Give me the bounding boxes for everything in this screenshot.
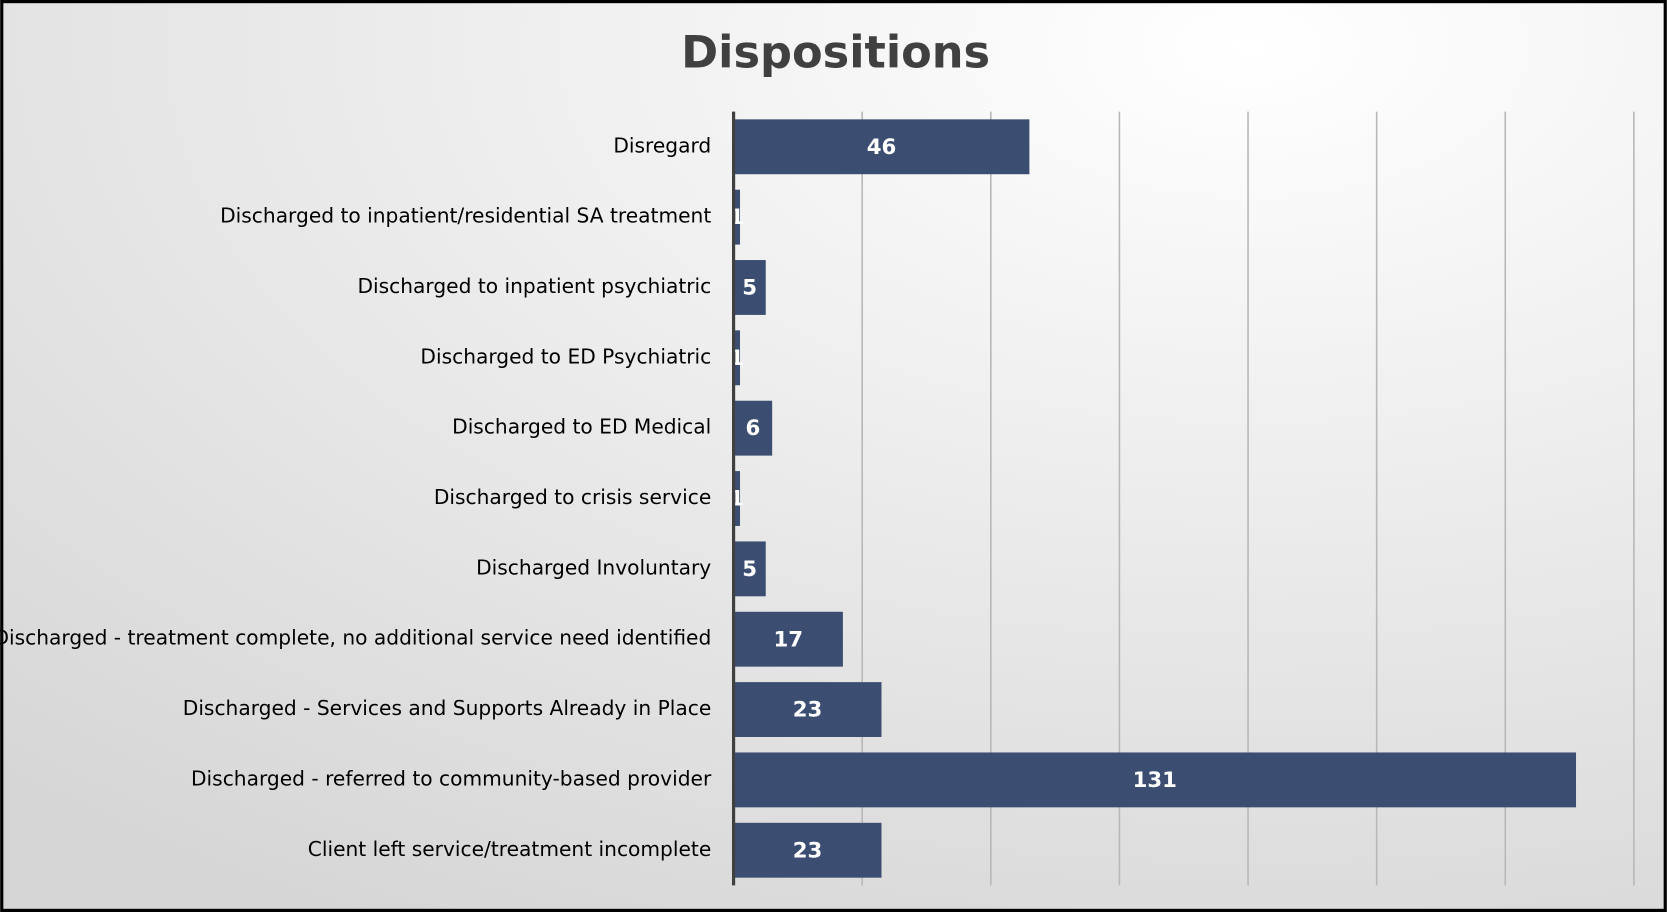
data-label: 5 — [742, 276, 757, 301]
y-tick-label: Discharged to ED Psychiatric — [420, 344, 711, 368]
bar — [733, 471, 741, 526]
bar — [733, 752, 1577, 808]
bar — [733, 189, 741, 245]
data-label: 1 — [729, 346, 744, 371]
data-label: 6 — [745, 416, 760, 441]
y-tick-label: Discharged - referred to community-based… — [191, 766, 712, 790]
chart-title: Dispositions — [681, 26, 990, 78]
data-label: 1 — [729, 205, 744, 230]
data-label: 46 — [867, 135, 897, 160]
bar — [733, 330, 741, 386]
bar — [733, 822, 882, 878]
data-label: 5 — [742, 557, 757, 582]
y-tick-label: Disregard — [613, 133, 711, 157]
y-tick-label: Discharged - treatment complete, no addi… — [0, 626, 711, 650]
y-tick-label: Discharged - Services and Supports Alrea… — [183, 696, 711, 720]
data-label: 23 — [793, 838, 823, 863]
bar — [733, 119, 1030, 175]
bar — [733, 260, 766, 315]
y-tick-label: Discharged Involuntary — [476, 555, 711, 579]
bar — [733, 611, 843, 667]
y-tick-label: Discharged to inpatient/residential SA t… — [220, 204, 711, 228]
data-label: 23 — [793, 698, 823, 723]
y-tick-label: Discharged to ED Medical — [452, 415, 711, 439]
bar — [733, 682, 882, 737]
bars: Disregard 46 Discharged to inpatient/resid… — [0, 111, 1577, 886]
data-label: 1 — [729, 487, 744, 512]
data-label: 131 — [1133, 768, 1177, 793]
y-tick-label: Discharged to inpatient psychiatric — [357, 274, 711, 298]
y-tick-label: Client left service/treatment incomplete — [308, 837, 711, 861]
data-label: 17 — [773, 627, 803, 652]
bar — [733, 541, 766, 597]
y-tick-label: Discharged to crisis service — [434, 485, 711, 509]
bar — [733, 400, 773, 456]
